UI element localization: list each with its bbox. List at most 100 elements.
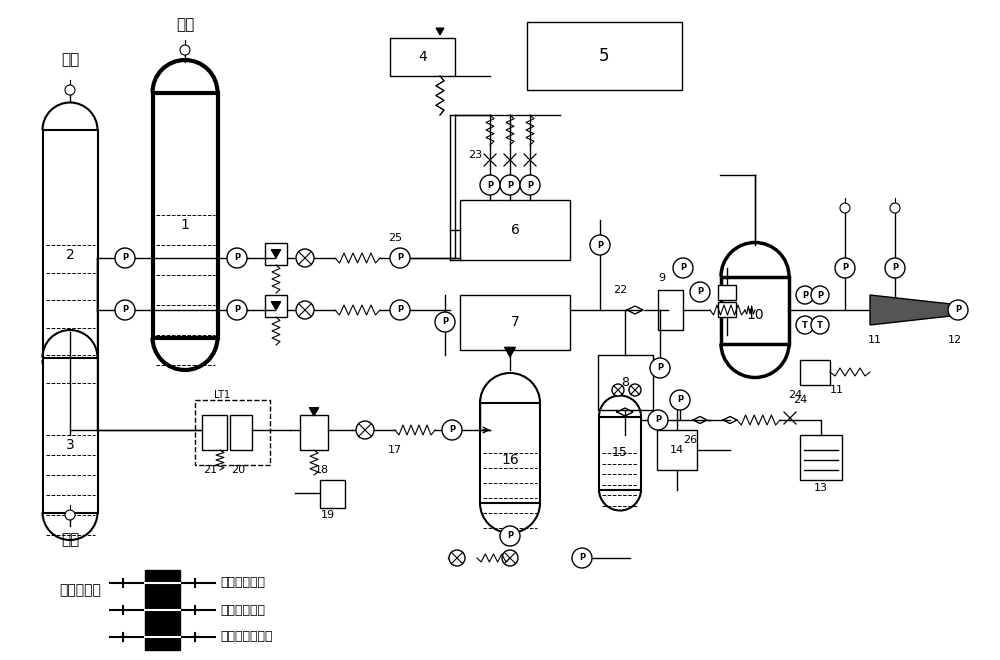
Text: 氮气: 氮气	[61, 53, 79, 67]
Text: 1: 1	[181, 218, 189, 232]
Bar	[202, 415, 227, 450]
Text: P: P	[955, 306, 961, 315]
Circle shape	[673, 258, 693, 278]
Text: 10: 10	[746, 308, 764, 322]
Text: T: T	[817, 321, 823, 329]
Text: 3: 3	[66, 438, 74, 452]
Circle shape	[572, 548, 592, 568]
Text: P: P	[507, 180, 513, 189]
Text: 11: 11	[868, 335, 882, 345]
Text: P: P	[817, 290, 823, 300]
Circle shape	[796, 286, 814, 304]
Bar	[300, 415, 328, 450]
Bar	[598, 355, 653, 410]
Text: 24: 24	[788, 390, 802, 400]
Bar	[721, 277, 789, 343]
Circle shape	[835, 258, 855, 278]
Text: P: P	[397, 306, 403, 315]
Text: 17: 17	[388, 445, 402, 455]
Text: 25: 25	[388, 233, 402, 243]
Circle shape	[356, 421, 374, 439]
Circle shape	[500, 175, 520, 195]
Circle shape	[390, 248, 410, 268]
Circle shape	[811, 316, 829, 334]
Bar	[599, 416, 641, 490]
Circle shape	[227, 300, 247, 320]
Text: 试验台冷却水: 试验台冷却水	[220, 603, 265, 616]
Text: P: P	[680, 263, 686, 273]
Circle shape	[65, 85, 75, 95]
Circle shape	[590, 235, 610, 255]
Text: P: P	[655, 416, 661, 424]
Circle shape	[480, 175, 500, 195]
Text: P: P	[234, 306, 240, 315]
Text: 21: 21	[203, 465, 217, 475]
Circle shape	[449, 550, 465, 566]
Bar	[718, 302, 736, 317]
Text: 18: 18	[315, 465, 329, 475]
Circle shape	[390, 300, 410, 320]
Circle shape	[648, 410, 668, 430]
Circle shape	[811, 286, 829, 304]
Text: 23: 23	[468, 150, 482, 160]
Text: 6: 6	[511, 223, 519, 237]
Circle shape	[296, 249, 314, 267]
Circle shape	[500, 526, 520, 546]
Text: 11: 11	[830, 385, 844, 395]
Circle shape	[115, 248, 135, 268]
Bar	[460, 200, 570, 260]
Bar	[800, 435, 842, 480]
Text: 9: 9	[658, 273, 666, 283]
Circle shape	[948, 300, 968, 320]
Text: 15: 15	[612, 447, 628, 459]
Circle shape	[650, 358, 670, 378]
Polygon shape	[271, 302, 281, 310]
Bar	[265, 243, 287, 265]
Polygon shape	[870, 295, 960, 325]
Bar	[390, 38, 455, 76]
Circle shape	[65, 510, 75, 520]
Bar	[152, 92, 218, 337]
Bar	[460, 295, 570, 350]
Circle shape	[296, 301, 314, 319]
Bar	[265, 295, 287, 317]
Bar	[658, 290, 683, 330]
Polygon shape	[309, 408, 319, 416]
Circle shape	[629, 384, 641, 396]
Text: 泵供冷却水: 泵供冷却水	[59, 583, 101, 597]
Text: P: P	[234, 253, 240, 263]
Bar	[800, 360, 830, 385]
Text: P: P	[892, 263, 898, 273]
Circle shape	[840, 203, 850, 213]
Text: 8: 8	[622, 376, 630, 389]
Text: P: P	[802, 290, 808, 300]
Circle shape	[227, 248, 247, 268]
Circle shape	[442, 420, 462, 440]
Bar	[320, 480, 345, 508]
Text: P: P	[122, 253, 128, 263]
Circle shape	[885, 258, 905, 278]
Circle shape	[520, 175, 540, 195]
Circle shape	[180, 45, 190, 55]
Text: 5: 5	[599, 47, 610, 65]
Text: P: P	[122, 306, 128, 315]
Circle shape	[502, 550, 518, 566]
Text: 7: 7	[511, 315, 519, 329]
Bar	[42, 130, 98, 360]
Polygon shape	[504, 347, 516, 357]
Text: 燃烧室冷却水: 燃烧室冷却水	[220, 576, 265, 589]
Text: 22: 22	[613, 285, 627, 295]
Text: 氮气: 氮气	[176, 18, 194, 32]
Bar	[195, 400, 270, 465]
Text: P: P	[397, 253, 403, 263]
Circle shape	[890, 203, 900, 213]
Text: 20: 20	[231, 465, 245, 475]
Bar	[480, 403, 540, 503]
Circle shape	[796, 316, 814, 334]
Text: 14: 14	[670, 445, 684, 455]
Text: P: P	[677, 395, 683, 405]
Text: 2: 2	[66, 248, 74, 262]
Bar	[230, 415, 252, 450]
Text: P: P	[597, 240, 603, 249]
Text: 13: 13	[814, 483, 828, 493]
